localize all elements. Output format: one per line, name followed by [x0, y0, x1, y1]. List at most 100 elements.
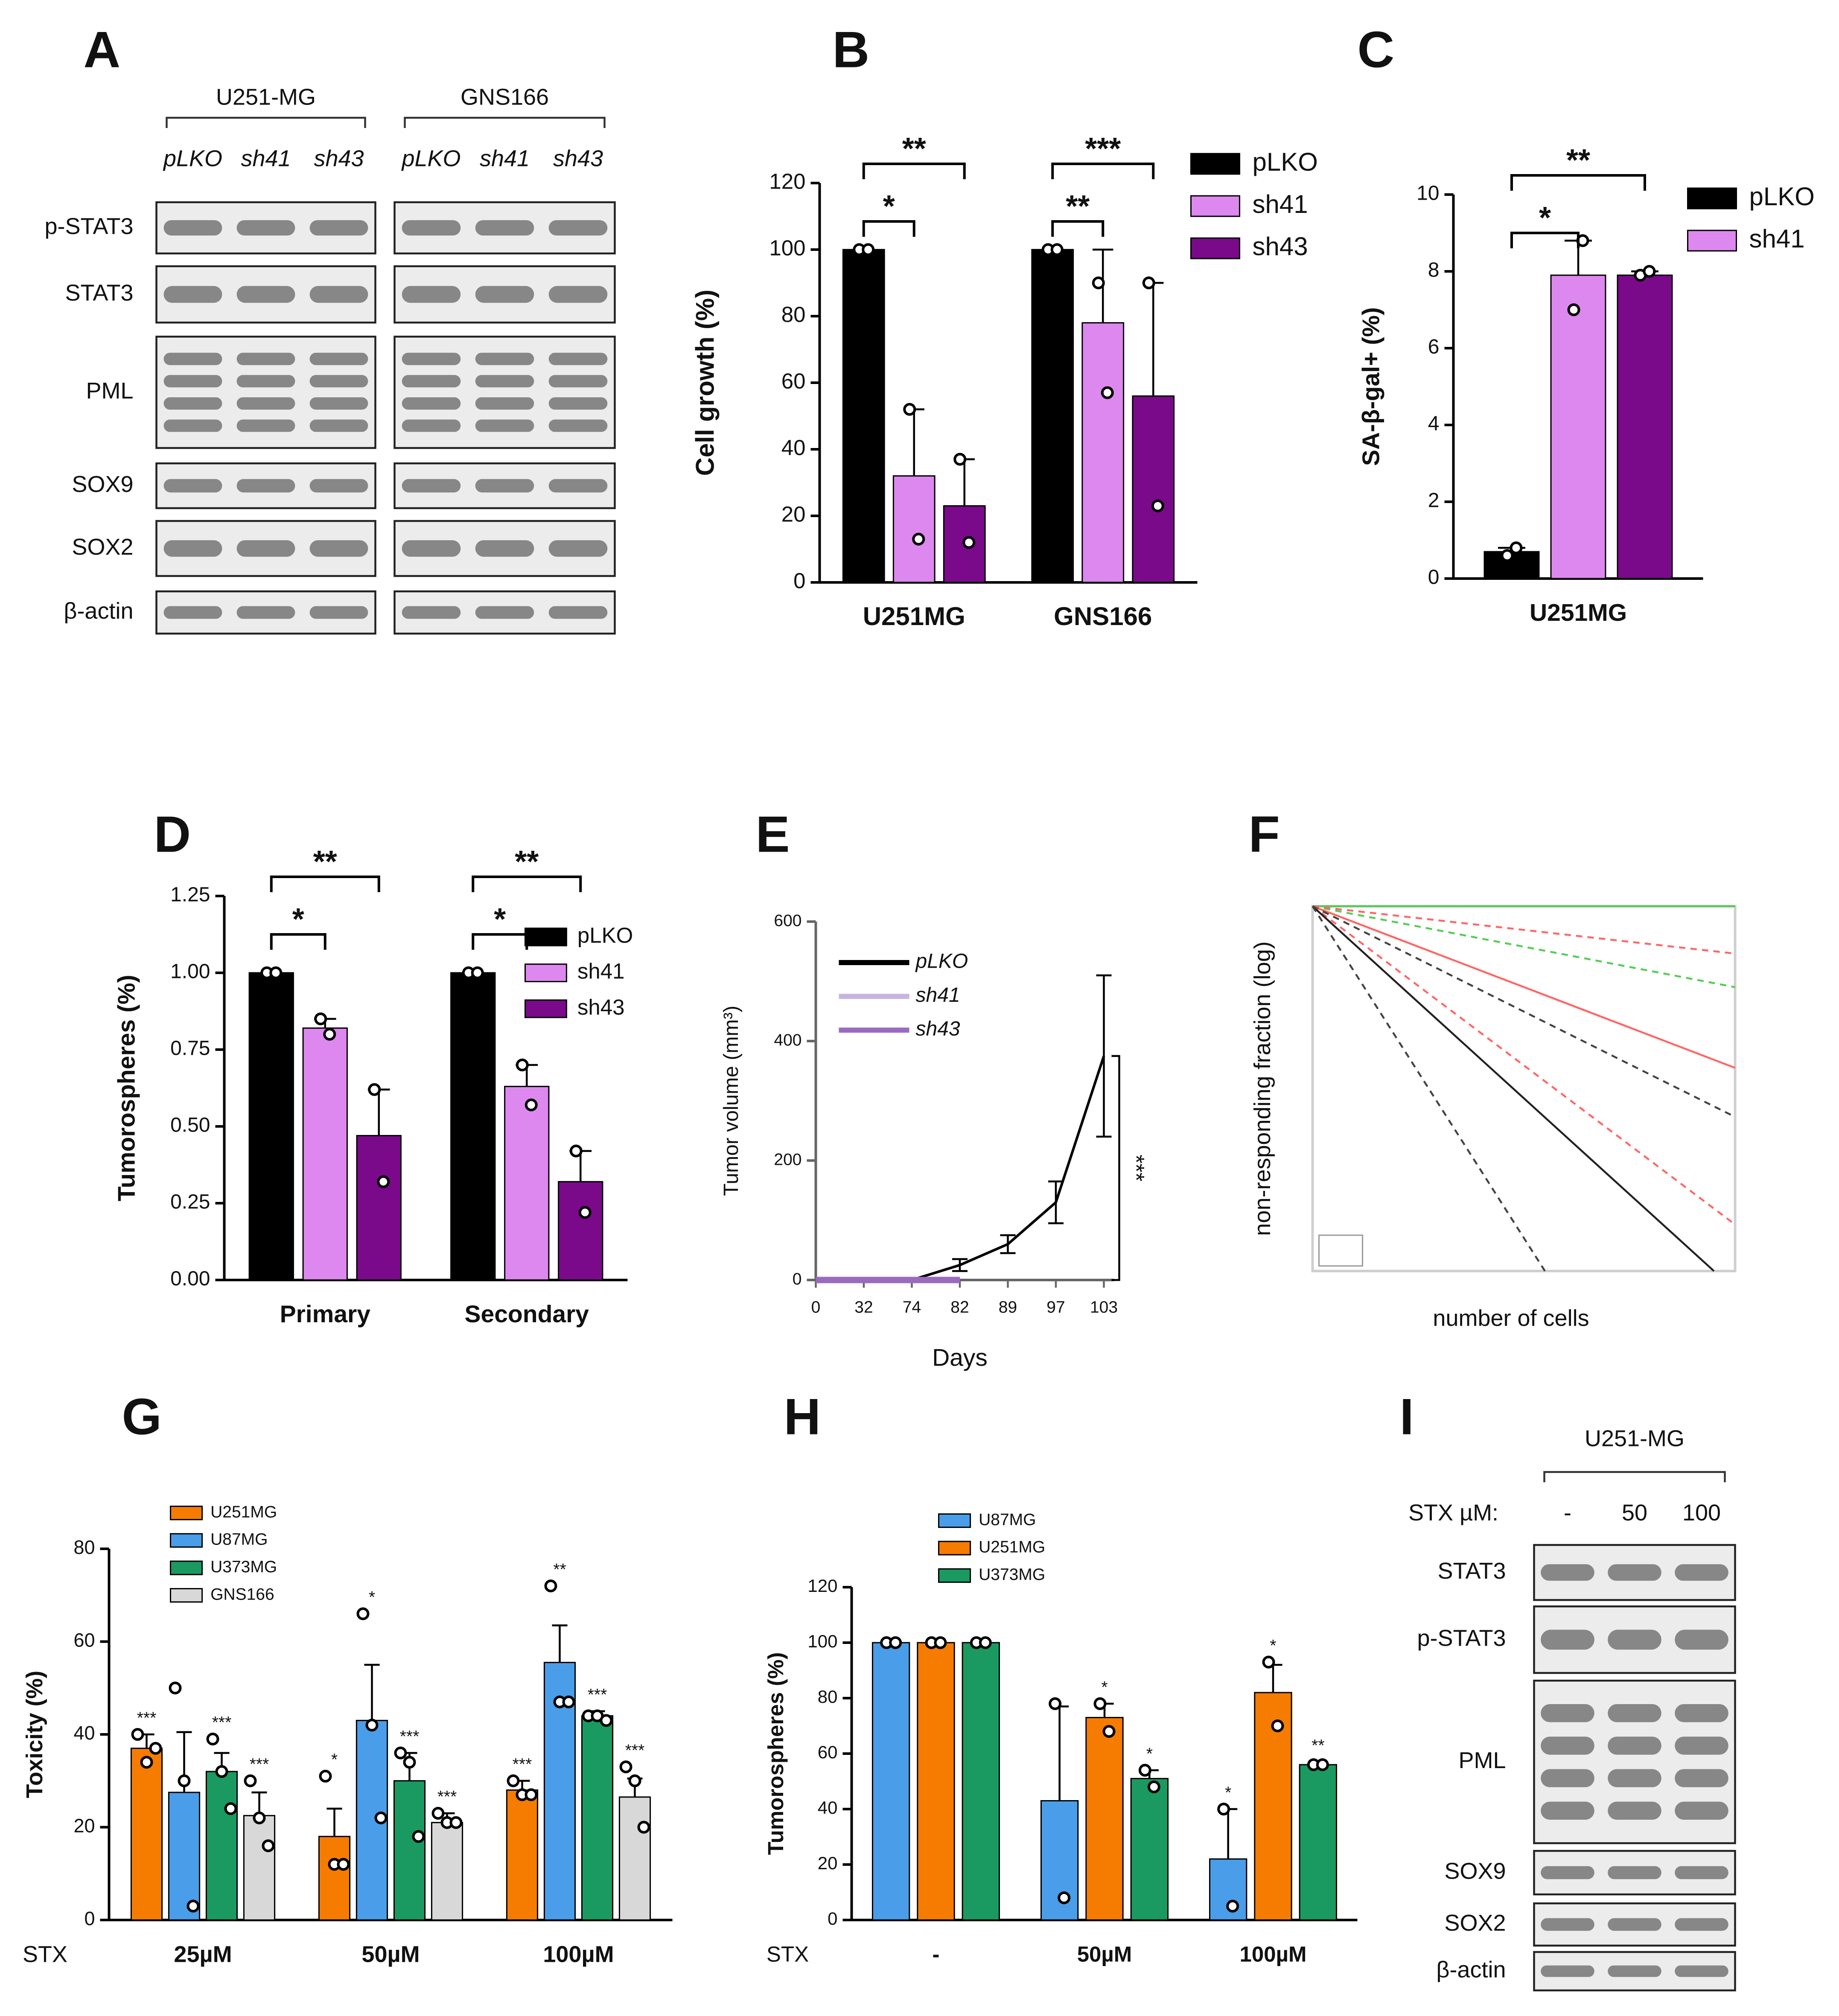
line [1312, 905, 1736, 1118]
blot-band [1608, 1629, 1661, 1650]
data-point [1147, 1780, 1160, 1793]
bar [1031, 249, 1074, 583]
y-tick-label: 80 [73, 1536, 95, 1558]
data-point [544, 1580, 557, 1592]
y-tick-label: 80 [781, 302, 806, 326]
blot-band [1675, 1801, 1728, 1820]
data-point [368, 1083, 381, 1096]
data-point [562, 1695, 575, 1708]
data-point [244, 1774, 257, 1787]
y-tick-label: 0 [1428, 566, 1440, 589]
significance-bracket [1051, 163, 1155, 179]
significance-bracket [1510, 174, 1646, 191]
blot-band [309, 397, 368, 410]
data-point [224, 1802, 237, 1815]
bar [1299, 1764, 1338, 1921]
y-tick-label: 40 [818, 1798, 838, 1818]
significance-bracket [1051, 220, 1105, 237]
data-point [525, 1788, 538, 1801]
bar [1617, 274, 1673, 579]
significance-bracket [270, 876, 380, 892]
data-point [1142, 276, 1155, 289]
blot-band [309, 419, 368, 432]
legend-label: U87MG [979, 1510, 1036, 1529]
legend-swatch [938, 1513, 971, 1528]
lane-label: 50 [1622, 1500, 1647, 1525]
legend-swatch [525, 963, 567, 983]
data-point [149, 1742, 162, 1755]
blot-band [236, 375, 295, 387]
y-axis-label: Cell growth (%) [691, 290, 719, 476]
blot-band [1675, 1737, 1728, 1755]
data-point [953, 453, 967, 466]
legend-swatch [1190, 195, 1240, 217]
bar [450, 972, 496, 1281]
blot-band [236, 397, 295, 410]
panel-label: D [154, 806, 191, 863]
x-tick-label: 100µM [1240, 1942, 1307, 1966]
blot-band [1675, 1918, 1728, 1931]
significance: * [1539, 201, 1551, 235]
line [1312, 905, 1736, 1225]
bar [431, 1822, 463, 1921]
blot-band [1541, 1866, 1594, 1879]
blot-band [1608, 1866, 1661, 1879]
data-point [140, 1756, 153, 1769]
data-point [377, 1175, 390, 1188]
y-tick-label: 0 [828, 1908, 837, 1929]
data-point [374, 1811, 388, 1824]
y-tick-label: 10 [1416, 182, 1439, 205]
data-point [1262, 1655, 1275, 1669]
x-tick-label: 50µM [1077, 1942, 1132, 1966]
blot-band [475, 286, 534, 303]
legend-label: sh41 [1253, 190, 1308, 218]
y-axis-label: non-responding fraction (log) [1250, 941, 1275, 1236]
blot-row-label: SOX9 [1444, 1858, 1506, 1884]
blot-band [1608, 1801, 1661, 1820]
legend-swatch [169, 1533, 203, 1548]
blot-band [163, 479, 222, 493]
legend-swatch [169, 1560, 203, 1575]
lane-label: - [1564, 1500, 1571, 1525]
legend-label: U251MG [210, 1503, 277, 1521]
y-tick-label: 4 [1428, 413, 1440, 435]
legend-label: pLKO [1749, 182, 1815, 211]
blot-band [163, 220, 222, 236]
data-point [979, 1636, 992, 1649]
significance: *** [1123, 1155, 1149, 1181]
blot-band [1541, 1801, 1594, 1820]
significance: * [331, 1751, 338, 1769]
blot-band [548, 352, 608, 365]
x-tick-label: 103 [1090, 1298, 1118, 1316]
blot-row-label: STAT3 [1437, 1558, 1506, 1584]
y-tick-label: 120 [807, 1576, 837, 1596]
lane-label: sh41 [480, 145, 530, 171]
data-point [1138, 1764, 1151, 1777]
data-point [903, 403, 916, 416]
y-tick-label: 120 [769, 169, 805, 193]
error-bar [326, 1807, 342, 1837]
blot-band [1541, 1737, 1594, 1755]
blot-band [163, 397, 222, 410]
blot-band [1541, 1769, 1594, 1787]
bar [558, 1181, 603, 1281]
significance: * [1101, 1678, 1107, 1696]
data-point [569, 1144, 583, 1158]
data-point [131, 1728, 144, 1741]
data-point [269, 966, 283, 979]
x-tick-label: 25µM [174, 1941, 232, 1967]
data-point [314, 1012, 327, 1025]
bar [618, 1796, 651, 1921]
blot-band [402, 606, 461, 619]
data-point [253, 1811, 266, 1824]
significance: ** [553, 1560, 566, 1579]
blot-band [548, 606, 608, 619]
blot-band [1675, 1965, 1728, 1977]
y-tick-label: 1.25 [170, 884, 210, 906]
data-point [1092, 276, 1105, 289]
blot-band [309, 352, 368, 365]
significance-bracket [862, 163, 966, 179]
blot-row-label: p-STAT3 [44, 213, 133, 239]
blot-band [475, 606, 534, 619]
legend-label: U87MG [210, 1530, 268, 1549]
